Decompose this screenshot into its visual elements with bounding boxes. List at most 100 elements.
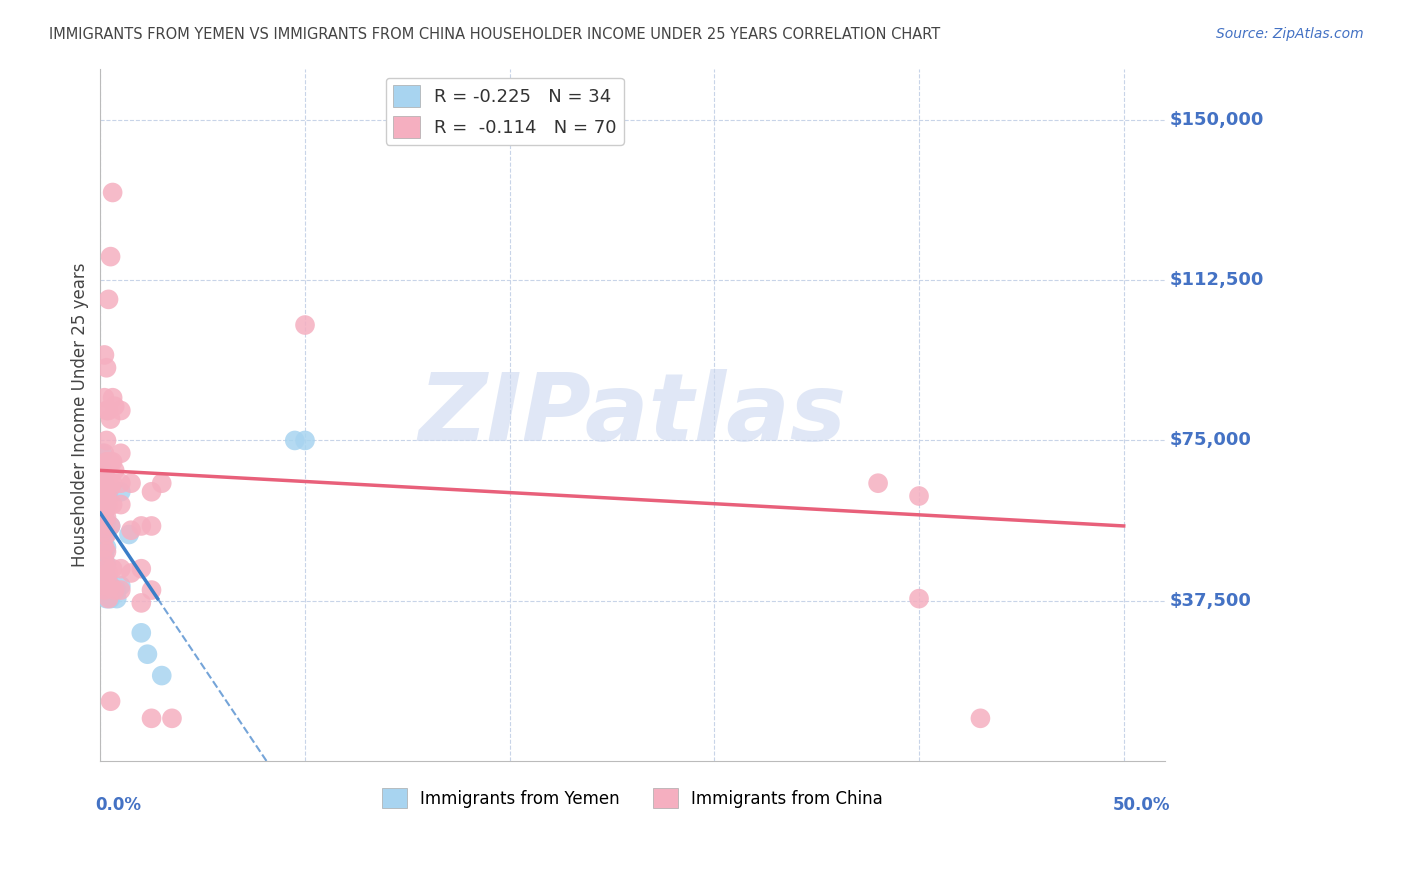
Point xyxy=(100,694,122,708)
Point xyxy=(101,562,124,576)
Text: IMMIGRANTS FROM YEMEN VS IMMIGRANTS FROM CHINA HOUSEHOLDER INCOME UNDER 25 YEARS: IMMIGRANTS FROM YEMEN VS IMMIGRANTS FROM… xyxy=(49,27,941,42)
Point xyxy=(101,498,124,512)
Point xyxy=(93,553,115,567)
Point xyxy=(93,523,115,537)
Point xyxy=(93,446,115,460)
Point xyxy=(93,583,115,598)
Point xyxy=(96,544,118,558)
Point xyxy=(110,583,132,598)
Point xyxy=(96,570,118,584)
Point xyxy=(96,510,118,524)
Point xyxy=(93,348,115,362)
Point xyxy=(129,625,152,640)
Point xyxy=(96,591,118,606)
Text: 0.0%: 0.0% xyxy=(96,796,141,814)
Point xyxy=(96,579,118,593)
Text: 50.0%: 50.0% xyxy=(1112,796,1170,814)
Point xyxy=(96,558,118,572)
Point xyxy=(96,434,118,448)
Point xyxy=(141,583,163,598)
Text: ZIPatlas: ZIPatlas xyxy=(419,368,846,461)
Point xyxy=(129,519,152,533)
Point xyxy=(294,318,316,332)
Point xyxy=(93,476,115,491)
Point xyxy=(120,476,142,491)
Point xyxy=(141,484,163,499)
Point xyxy=(93,506,115,520)
Point xyxy=(908,591,931,606)
Point xyxy=(110,579,132,593)
Point xyxy=(150,476,173,491)
Point xyxy=(96,455,118,469)
Point xyxy=(100,455,122,469)
Point xyxy=(104,399,127,413)
Point xyxy=(97,293,120,307)
Point xyxy=(110,498,132,512)
Point xyxy=(141,711,163,725)
Point xyxy=(110,476,132,491)
Point xyxy=(96,360,118,375)
Point xyxy=(100,250,122,264)
Point xyxy=(96,489,118,503)
Point xyxy=(93,391,115,405)
Point xyxy=(91,467,114,482)
Point xyxy=(97,498,120,512)
Point xyxy=(97,574,120,589)
Point xyxy=(93,467,115,482)
Point xyxy=(97,403,120,417)
Point xyxy=(105,583,128,598)
Point xyxy=(97,455,120,469)
Point xyxy=(96,498,118,512)
Point xyxy=(96,472,118,486)
Point xyxy=(91,463,114,477)
Point xyxy=(96,541,118,555)
Point xyxy=(141,519,163,533)
Text: Source: ZipAtlas.com: Source: ZipAtlas.com xyxy=(1216,27,1364,41)
Point xyxy=(129,562,152,576)
Point xyxy=(101,391,124,405)
Point xyxy=(101,583,124,598)
Point xyxy=(97,489,120,503)
Point xyxy=(96,515,118,529)
Point xyxy=(100,480,122,494)
Point xyxy=(110,562,132,576)
Text: $150,000: $150,000 xyxy=(1170,111,1264,128)
Point xyxy=(93,489,115,503)
Point xyxy=(294,434,316,448)
Point xyxy=(100,591,122,606)
Point xyxy=(91,446,114,460)
Point xyxy=(160,711,183,725)
Point xyxy=(97,476,120,491)
Point xyxy=(908,489,931,503)
Point xyxy=(100,519,122,533)
Point xyxy=(100,583,122,598)
Point xyxy=(129,596,152,610)
Y-axis label: Householder Income Under 25 years: Householder Income Under 25 years xyxy=(72,262,89,567)
Point xyxy=(93,532,115,546)
Point xyxy=(96,403,118,417)
Point xyxy=(104,463,127,477)
Point xyxy=(93,570,115,584)
Point xyxy=(100,579,122,593)
Text: $75,000: $75,000 xyxy=(1170,432,1251,450)
Point xyxy=(969,711,991,725)
Point xyxy=(100,519,122,533)
Point xyxy=(101,476,124,491)
Point xyxy=(96,562,118,576)
Point xyxy=(93,506,115,520)
Point xyxy=(93,541,115,555)
Point xyxy=(101,455,124,469)
Text: $37,500: $37,500 xyxy=(1170,591,1251,610)
Point xyxy=(105,591,128,606)
Point xyxy=(100,412,122,426)
Point xyxy=(110,403,132,417)
Point xyxy=(93,566,115,580)
Point xyxy=(120,566,142,580)
Point xyxy=(96,583,118,598)
Point xyxy=(136,647,159,661)
Point xyxy=(150,668,173,682)
Point xyxy=(91,506,114,520)
Point xyxy=(93,515,115,529)
Point xyxy=(118,527,141,541)
Point xyxy=(110,446,132,460)
